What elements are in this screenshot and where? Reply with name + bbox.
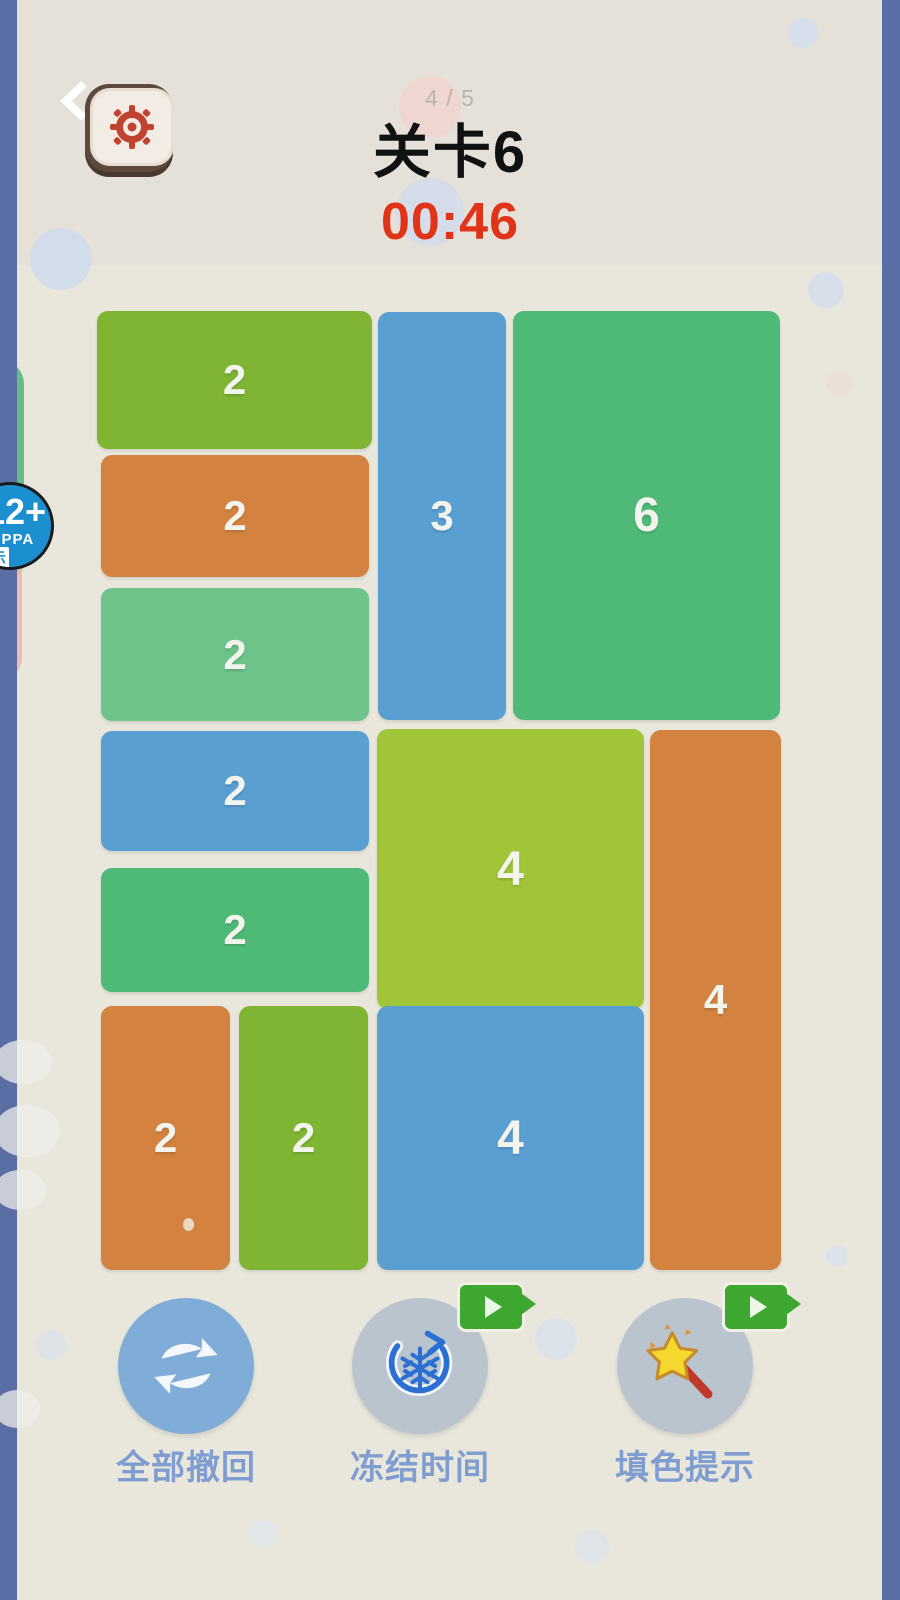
game-block[interactable]: 2: [101, 868, 369, 992]
age-rating-value: 12+: [0, 491, 47, 532]
powerup-label: 全部撤回: [116, 1449, 256, 1487]
decor-dot: [399, 76, 461, 138]
game-block-value: 6: [633, 489, 660, 542]
game-block-value: 2: [223, 630, 247, 678]
play-triangle-icon: [749, 1296, 767, 1318]
decor-dot: [396, 178, 464, 246]
decor-dot: [788, 18, 818, 48]
video-ad-badge[interactable]: [457, 1282, 536, 1332]
video-ad-badge[interactable]: [722, 1282, 801, 1332]
powerup-label: 填色提示: [615, 1449, 755, 1487]
powerup-button[interactable]: 填色提示: [615, 1282, 801, 1487]
magic-wand-icon: [646, 1323, 713, 1399]
decor-dot: [826, 370, 852, 396]
game-block[interactable]: 2: [101, 455, 369, 577]
game-block[interactable]: 6: [513, 311, 780, 720]
decor-dot: [36, 1330, 66, 1360]
page-title: 关卡6: [372, 120, 528, 185]
game-block[interactable]: 2: [101, 1006, 230, 1270]
decor-dot: [30, 228, 92, 290]
powerup-button[interactable]: 全部撤回: [116, 1298, 268, 1487]
game-block-value: 2: [153, 1114, 178, 1161]
game-block-value: 4: [497, 842, 524, 896]
decor-dot: [250, 1520, 276, 1546]
game-block[interactable]: 4: [650, 730, 781, 1270]
game-block-value: 4: [703, 976, 728, 1023]
powerup-icon-circle[interactable]: [617, 1298, 753, 1434]
game-block[interactable]: 2: [101, 731, 369, 851]
decor-cloud: [0, 1040, 52, 1084]
powerup-icon-circle[interactable]: [118, 1298, 254, 1434]
game-block-value: 4: [497, 1111, 524, 1165]
game-block-value: 3: [430, 492, 454, 539]
decor-crumb: [183, 1218, 194, 1231]
level-progress: 4 / 5: [425, 85, 475, 111]
snowflake-timer-icon: [386, 1330, 453, 1397]
game-block[interactable]: 4: [377, 729, 644, 1009]
decor-dot: [535, 1318, 577, 1360]
decor-cloud: [0, 1105, 60, 1157]
powerup-label: 冻结时间: [350, 1449, 490, 1487]
age-rating-standard: COPPA: [0, 531, 35, 548]
game-block-value: 2: [223, 906, 247, 953]
settings-button[interactable]: [85, 84, 174, 172]
decor-dot: [826, 1245, 848, 1267]
game-block[interactable]: 3: [378, 312, 506, 720]
game-block-value: 2: [223, 767, 247, 814]
install-banner[interactable]: 32211 脑洞合成师 待安装: [0, 1420, 900, 1550]
game-block-value: 2: [223, 492, 247, 539]
game-block-value: 2: [222, 356, 247, 403]
decor-cloud: [0, 1170, 46, 1210]
gear-icon: [110, 105, 154, 149]
game-block[interactable]: 2: [97, 311, 372, 449]
game-block[interactable]: 4: [377, 1006, 644, 1270]
decor-cloud: [0, 1390, 40, 1428]
game-block[interactable]: 2: [239, 1006, 368, 1270]
decor-dot: [575, 1530, 609, 1564]
decor-dot: [808, 272, 844, 308]
game-block[interactable]: 2: [101, 588, 369, 721]
settings-button-face: [90, 88, 174, 166]
countdown-timer: 00:46: [381, 193, 519, 251]
game-block-value: 2: [291, 1114, 316, 1161]
back-button[interactable]: [58, 78, 92, 124]
powerup-button[interactable]: 冻结时间: [350, 1282, 536, 1487]
chevron-left-icon: [60, 81, 87, 121]
age-rating-hint: 提示: [0, 547, 10, 567]
refresh-arrows-icon: [154, 1337, 218, 1395]
play-triangle-icon: [484, 1296, 502, 1318]
right-edge-bar: [882, 0, 900, 1600]
